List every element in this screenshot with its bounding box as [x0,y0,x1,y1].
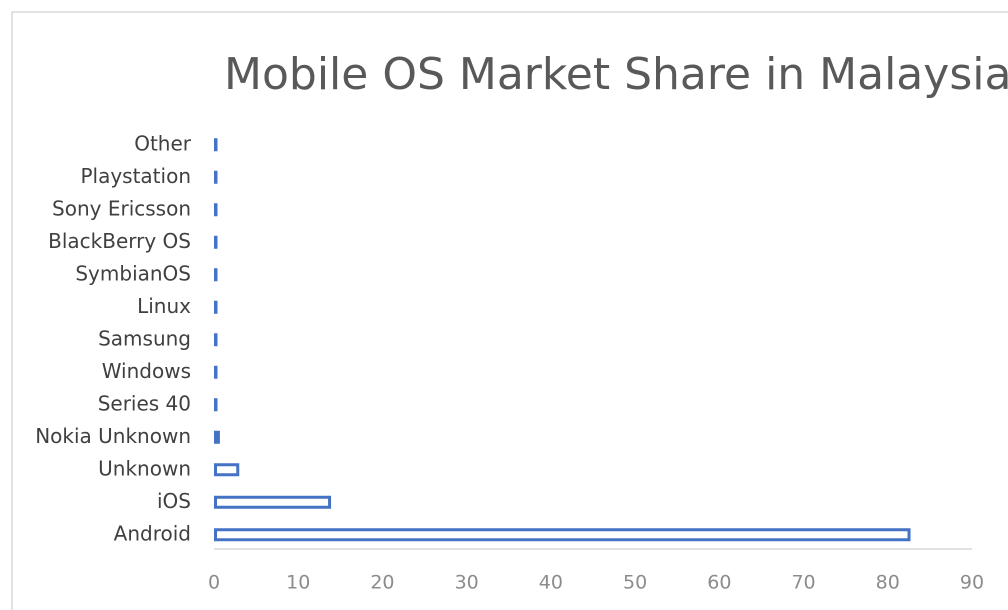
bar [214,138,218,152]
y-tick-label: Linux [137,294,191,318]
y-tick-label: iOS [157,489,191,513]
bar [214,365,218,379]
y-tick-label: Samsung [98,326,191,350]
y-tick-label: Series 40 [98,391,191,415]
y-tick-label: Android [114,521,191,545]
bar [214,495,332,509]
x-tick-label: 80 [876,572,900,594]
x-tick-label: 60 [707,572,731,594]
bar [214,398,218,412]
bar [214,463,240,477]
bar [214,430,220,444]
x-tick-label: 90 [960,572,984,594]
bar [214,268,218,282]
y-tick-label: Sony Ericsson [52,196,191,220]
x-tick-label: 70 [791,572,815,594]
y-tick-label: Other [134,131,192,155]
chart-title: Mobile OS Market Share in Malaysia [224,49,1008,100]
bar [214,333,218,347]
x-tick-label: 10 [286,572,310,594]
x-tick-label: 0 [208,572,220,594]
y-tick-label: Windows [102,359,191,383]
chart-frame [11,11,1008,610]
bar [214,170,218,184]
y-tick-label: Unknown [98,456,191,480]
bar [214,203,218,217]
bar [214,235,218,249]
x-tick-label: 40 [539,572,563,594]
x-tick-label: 30 [455,572,479,594]
y-tick-label: SymbianOS [75,261,191,285]
x-tick-label: 50 [623,572,647,594]
bar [214,300,218,314]
y-tick-label: Nokia Unknown [35,424,191,448]
y-tick-label: Playstation [80,164,191,188]
y-tick-label: BlackBerry OS [48,229,191,253]
bar [214,528,911,542]
x-tick-label: 20 [370,572,394,594]
